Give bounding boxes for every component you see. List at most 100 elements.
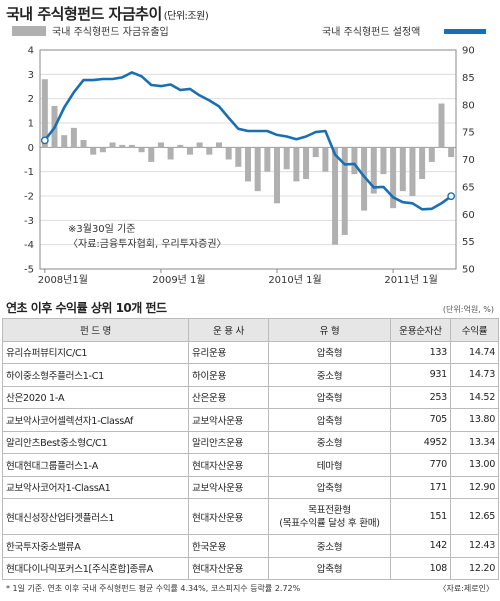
chart-annotation-source: 〈자료:금융투자협회, 우리투자증권〉: [68, 237, 227, 250]
top-funds-table: 펀 드 명 운 용 사 유 형 운용순자산 수익률 유리슈퍼뷰티지C/C1 유리운…: [2, 318, 499, 580]
legend-line-label: 국내 주식형펀드 설정액: [322, 26, 420, 38]
y-right-tick-label: 55: [462, 237, 475, 248]
y-left-tick-label: 0: [28, 143, 34, 154]
fund-name: 현대신성장산업타겟플러스1: [2, 498, 189, 535]
fund-name: 산은2020 1-A: [2, 385, 189, 409]
flow-bar: [61, 135, 68, 148]
x-tick-label: 2011년 1월: [384, 274, 437, 286]
legend-bar-label: 국내 주식형펀드 자금유출입: [52, 25, 169, 38]
table-row: 현대신성장산업타겟플러스1 현대자산운용 목표전환형 (목표수익률 달성 후 환매)…: [2, 498, 499, 535]
header-assets: 운용순자산: [390, 318, 451, 342]
y-right-tick-label: 65: [462, 182, 475, 193]
y-left-tick-label: 3: [28, 70, 34, 81]
header-return: 수익률: [450, 318, 499, 342]
header-type: 유 형: [268, 318, 391, 342]
fund-name: 교보악사코어자1-ClassA1: [2, 475, 189, 499]
fund-type: 중소형: [268, 363, 391, 387]
fund-name: 유리슈퍼뷰티지C/C1: [2, 340, 189, 364]
fund-company: 한국운용: [188, 534, 269, 558]
fund-return: 12.90: [450, 475, 499, 499]
flow-bar: [448, 147, 455, 158]
table-row: 하이중소형주플러스1-C1 하이운용 중소형 931 14.73: [2, 363, 499, 387]
chart-annotation-date: ※3월30일 기준: [68, 223, 135, 235]
fund-company: 현대자산운용: [188, 556, 269, 580]
fund-company: 알리안츠운용: [188, 430, 269, 454]
table-row: 교보악사코어셀렉션자1-ClassAf 교보악사운용 압축형 705 13.80: [2, 408, 499, 432]
flow-bar: [409, 147, 416, 196]
table-row: 유리슈퍼뷰티지C/C1 유리운용 압축형 133 14.74: [2, 340, 499, 364]
x-tick-label: 2010년 1월: [268, 274, 321, 286]
flow-bar: [332, 147, 339, 245]
fund-company: 하이운용: [188, 363, 269, 387]
fund-return: 13.00: [450, 453, 499, 477]
flow-bar: [196, 142, 203, 148]
flow-bar: [186, 147, 193, 155]
fund-company: 교보악사운용: [188, 408, 269, 432]
flow-bar: [41, 79, 48, 148]
fund-company: 현대자산운용: [188, 498, 269, 535]
flow-bar: [225, 147, 232, 160]
flow-bar: [293, 147, 300, 182]
fund-name: 알리안츠Best중소형C/C1: [2, 430, 189, 454]
fund-company: 산은운용: [188, 385, 269, 409]
chart-unit: (단위:조원): [163, 11, 209, 22]
table-row: 교보악사코어자1-ClassA1 교보악사운용 압축형 171 12.90: [2, 475, 499, 499]
flow-bar: [283, 147, 290, 170]
table-row: 알리안츠Best중소형C/C1 알리안츠운용 중소형 4952 13.34: [2, 430, 499, 454]
y-left-tick-label: 1: [28, 119, 34, 130]
flow-bar: [80, 140, 87, 148]
fund-return: 13.80: [450, 408, 499, 432]
table-header-row: 펀 드 명 운 용 사 유 형 운용순자산 수익률: [2, 318, 499, 342]
fund-company: 현대자산운용: [188, 453, 269, 477]
fund-name: 하이중소형주플러스1-C1: [2, 363, 189, 387]
x-tick-label: 2009년 1월: [152, 274, 205, 286]
fund-type: 압축형: [268, 340, 391, 364]
fund-return: 14.74: [450, 340, 499, 364]
fund-type: 압축형: [268, 408, 391, 432]
legend-line-swatch: [444, 29, 486, 34]
flow-bar: [157, 142, 164, 148]
flow-bar: [419, 147, 426, 179]
fund-flow-chart: 4 3 2 1 0 -1 -2 -3 -4 -5 90 85 80 75 70 65 60 55 50 2008년1월…: [12, 25, 486, 286]
flow-bar: [428, 147, 435, 162]
flow-bar: [438, 103, 445, 148]
fund-type: 중소형: [268, 430, 391, 454]
flow-bar: [399, 147, 406, 192]
fund-return: 14.73: [450, 363, 499, 387]
header-fund-name: 펀 드 명: [2, 318, 189, 342]
flow-bar: [312, 147, 319, 158]
flow-bar: [70, 127, 77, 148]
header-company: 운 용 사: [188, 318, 269, 342]
flow-bar: [109, 142, 116, 148]
table-row: 한국투자중소밸류A 한국운용 중소형 142 12.43: [2, 534, 499, 558]
flow-bar: [148, 147, 155, 162]
fund-type: 목표전환형 (목표수익률 달성 후 환매): [268, 498, 391, 535]
y-right-tick-label: 70: [462, 155, 475, 166]
line-start-marker: [40, 136, 49, 145]
y-right-tick-label: 90: [462, 46, 475, 57]
fund-return: 12.65: [450, 498, 499, 535]
flow-bar: [177, 144, 184, 148]
fund-name: 한국투자중소밸류A: [2, 534, 189, 558]
flow-bar: [361, 147, 368, 211]
flow-bar: [128, 144, 135, 148]
flow-bar: [254, 147, 261, 192]
flow-bar: [303, 147, 310, 179]
fund-company: 유리운용: [188, 340, 269, 364]
fund-assets: 705: [390, 408, 451, 432]
fund-company: 교보악사운용: [188, 475, 269, 499]
fund-assets: 171: [390, 475, 451, 499]
flow-bar: [99, 147, 106, 153]
flow-bar: [264, 147, 271, 172]
line-end-marker: [447, 192, 456, 201]
fund-return: 12.43: [450, 534, 499, 558]
fund-assets: 151: [390, 498, 451, 535]
table-row: 산은2020 1-A 산은운용 압축형 253 14.52: [2, 385, 499, 409]
fund-type: 압축형: [268, 475, 391, 499]
flow-bar: [390, 147, 397, 209]
fund-assets: 253: [390, 385, 451, 409]
y-right-tick-label: 80: [462, 100, 475, 111]
flow-bar: [235, 147, 242, 167]
table-title: 연초 이후 수익률 상위 10개 펀드: [6, 301, 167, 315]
fund-assets: 108: [390, 556, 451, 580]
